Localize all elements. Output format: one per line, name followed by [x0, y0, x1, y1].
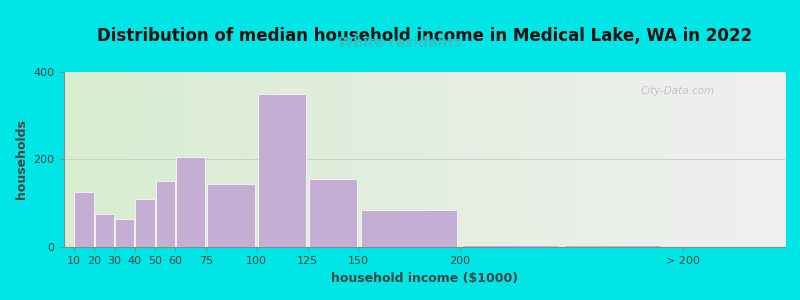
Bar	[115, 219, 134, 247]
Bar	[176, 157, 205, 248]
Bar	[74, 193, 94, 247]
Bar	[207, 184, 255, 248]
Y-axis label: households: households	[15, 119, 28, 200]
Bar	[135, 199, 154, 248]
Text: White residents: White residents	[338, 36, 462, 50]
Bar	[361, 210, 458, 248]
Bar	[258, 94, 306, 247]
Bar	[94, 214, 114, 248]
Bar	[156, 182, 175, 248]
Text: City-Data.com: City-Data.com	[641, 85, 715, 96]
Bar	[462, 245, 559, 248]
Title: Distribution of median household income in Medical Lake, WA in 2022: Distribution of median household income …	[97, 27, 752, 45]
X-axis label: household income ($1000): household income ($1000)	[330, 272, 518, 285]
Bar	[309, 179, 357, 248]
Bar	[564, 245, 661, 248]
